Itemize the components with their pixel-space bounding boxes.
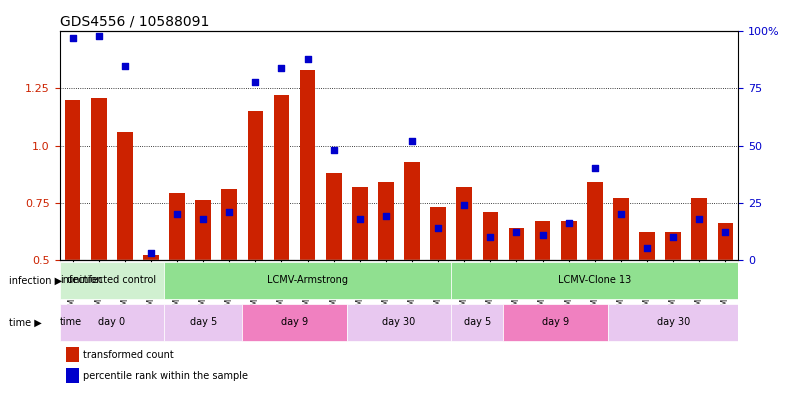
Text: day 30: day 30	[657, 316, 690, 327]
Bar	[665, 232, 681, 260]
Text: percentile rank within the sample: percentile rank within the sample	[83, 371, 249, 381]
Point	[66, 35, 79, 41]
Bar	[248, 111, 264, 260]
Bar	[509, 228, 524, 260]
Bar	[347, 303, 451, 341]
Point	[615, 211, 627, 217]
Bar	[143, 255, 159, 260]
Bar	[451, 262, 738, 299]
Bar	[117, 132, 133, 260]
Text: time: time	[60, 316, 83, 327]
Point	[406, 138, 418, 144]
Point	[171, 211, 183, 217]
Point	[536, 231, 549, 238]
Bar	[326, 173, 341, 260]
Text: day 5: day 5	[190, 316, 217, 327]
Text: uninfected control: uninfected control	[67, 275, 156, 285]
Point	[562, 220, 575, 226]
Text: LCMV-Clone 13: LCMV-Clone 13	[558, 275, 631, 285]
Bar	[451, 303, 503, 341]
Bar	[169, 193, 185, 260]
Text: LCMV-Armstrong: LCMV-Armstrong	[267, 275, 348, 285]
Text: infection: infection	[60, 275, 102, 285]
Point	[353, 215, 366, 222]
Bar	[613, 198, 629, 260]
Bar	[639, 232, 655, 260]
Text: day 30: day 30	[383, 316, 415, 327]
Bar	[561, 221, 576, 260]
Bar	[222, 189, 237, 260]
Point	[118, 62, 131, 69]
Bar	[457, 187, 472, 260]
Point	[432, 224, 445, 231]
Bar	[164, 262, 451, 299]
Bar	[300, 70, 315, 260]
Point	[276, 65, 288, 71]
Point	[223, 209, 236, 215]
Point	[719, 229, 732, 235]
Point	[380, 213, 392, 219]
Point	[458, 202, 471, 208]
Point	[484, 234, 497, 240]
Bar	[60, 303, 164, 341]
Bar	[483, 212, 498, 260]
Point	[249, 79, 262, 85]
Point	[510, 229, 522, 235]
Bar	[718, 223, 733, 260]
Point	[667, 234, 680, 240]
Bar	[164, 303, 242, 341]
Point	[588, 165, 601, 171]
Text: transformed count: transformed count	[83, 350, 174, 360]
Bar	[67, 347, 79, 362]
Bar	[60, 262, 164, 299]
Bar	[503, 303, 608, 341]
Bar	[404, 162, 420, 260]
Bar	[242, 303, 347, 341]
Text: day 0: day 0	[98, 316, 125, 327]
Bar	[352, 187, 368, 260]
Bar	[91, 97, 106, 260]
Bar	[608, 303, 738, 341]
Point	[641, 245, 653, 252]
Bar	[274, 95, 289, 260]
Bar	[65, 100, 80, 260]
Point	[301, 56, 314, 62]
Text: infection ▶: infection ▶	[9, 275, 62, 286]
Bar	[378, 182, 394, 260]
Text: time ▶: time ▶	[9, 318, 41, 327]
Bar	[430, 207, 446, 260]
Point	[327, 147, 340, 153]
Text: GDS4556 / 10588091: GDS4556 / 10588091	[60, 15, 209, 29]
Point	[197, 215, 210, 222]
Text: day 9: day 9	[281, 316, 308, 327]
Bar	[67, 368, 79, 383]
Point	[92, 33, 105, 39]
Bar	[692, 198, 707, 260]
Bar	[587, 182, 603, 260]
Point	[693, 215, 706, 222]
Bar	[195, 200, 211, 260]
Bar	[535, 221, 550, 260]
Text: day 9: day 9	[542, 316, 569, 327]
Point	[145, 250, 157, 256]
Text: day 5: day 5	[464, 316, 491, 327]
